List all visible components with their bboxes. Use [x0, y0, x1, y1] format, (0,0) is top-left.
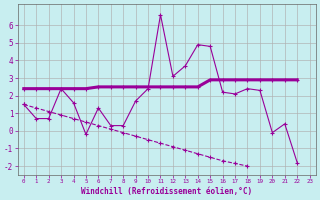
- X-axis label: Windchill (Refroidissement éolien,°C): Windchill (Refroidissement éolien,°C): [81, 187, 252, 196]
